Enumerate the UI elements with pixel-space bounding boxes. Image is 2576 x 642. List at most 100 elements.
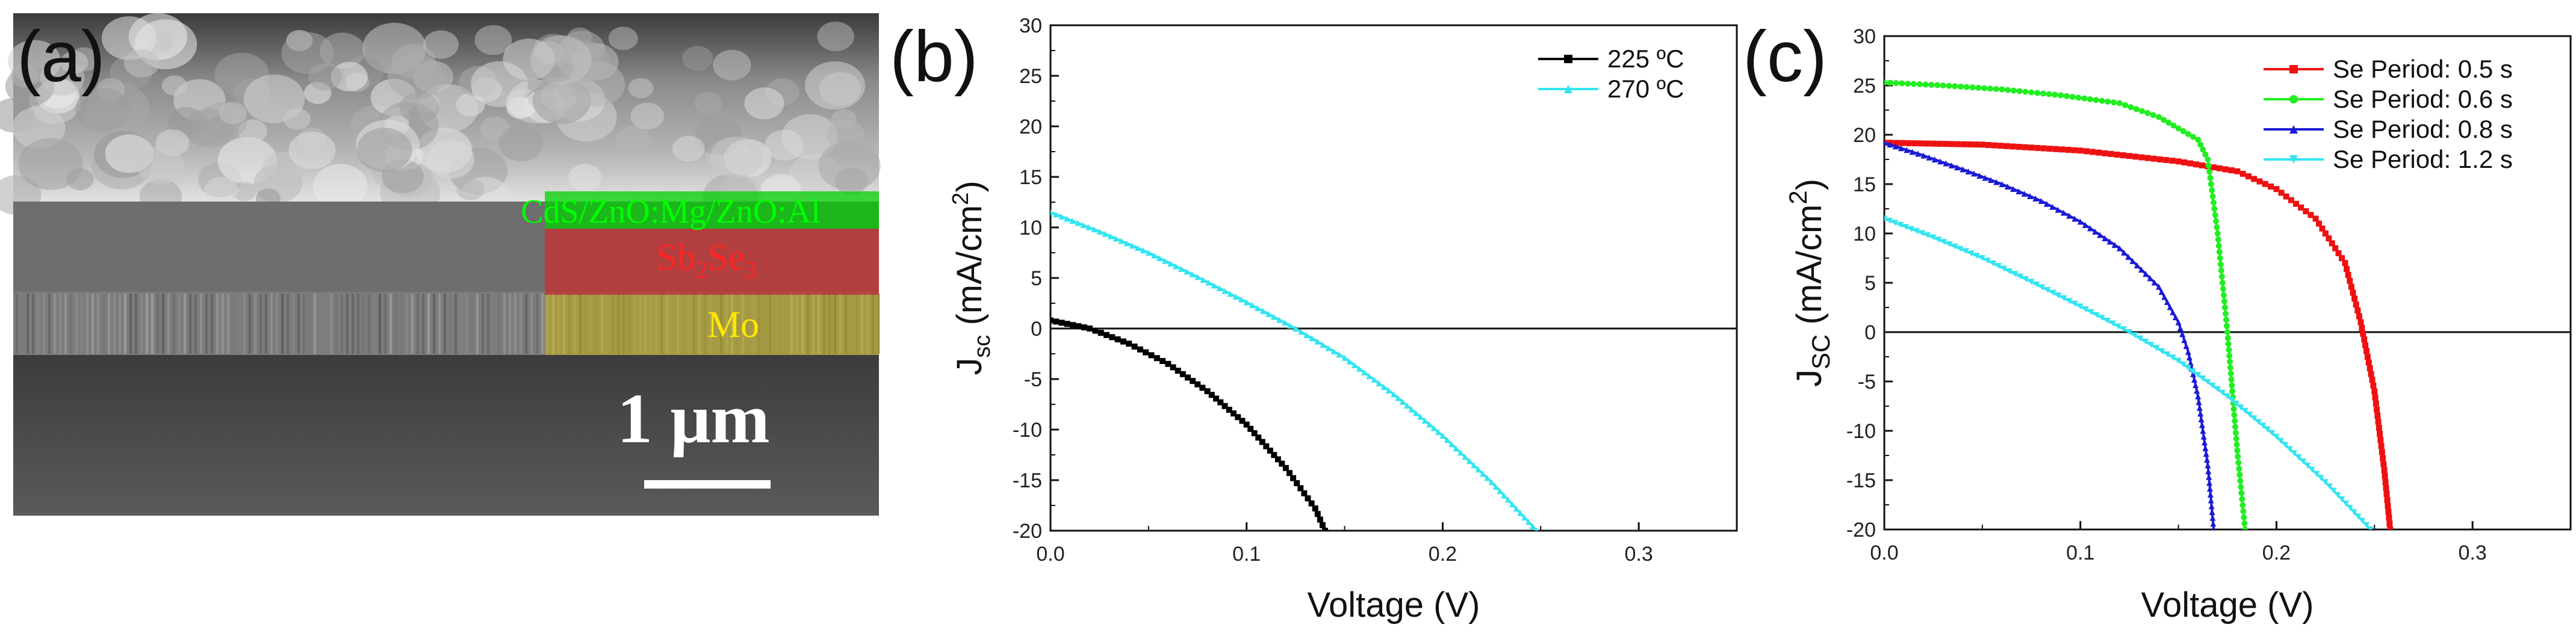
data-point: [2110, 320, 2116, 327]
mo-column: [270, 294, 273, 354]
data-point: [2289, 155, 2298, 164]
data-point: [1243, 421, 1250, 428]
data-point: [2308, 212, 2314, 218]
data-point: [2023, 276, 2029, 282]
data-point: [2181, 159, 2188, 165]
y-tick-label: 15: [1019, 166, 1042, 189]
data-point: [2148, 342, 2155, 348]
data-point: [1184, 268, 1190, 275]
data-point: [2220, 286, 2226, 292]
data-point: [1968, 250, 1975, 257]
data-point: [2322, 479, 2329, 486]
data-point: [1064, 321, 1070, 327]
scale-bar-label: 1 μm: [617, 379, 770, 458]
mo-column: [769, 294, 771, 354]
data-point: [2362, 342, 2369, 348]
mo-column: [563, 294, 565, 354]
mo-column: [151, 294, 154, 354]
data-point: [2247, 412, 2253, 418]
data-point: [2339, 255, 2345, 261]
mo-column: [682, 294, 684, 354]
data-point: [2347, 505, 2353, 511]
data-point: [1976, 172, 1983, 179]
data-point: [2175, 319, 2182, 326]
data-point: [2232, 424, 2239, 430]
data-point: [2150, 155, 2157, 162]
sem-mo-texture: [16, 294, 880, 354]
data-point: [2082, 306, 2089, 313]
data-point: [1137, 346, 1143, 353]
data-point: [1993, 179, 2000, 185]
data-point: [1439, 433, 1446, 439]
series-3: [1884, 140, 2217, 529]
mo-column: [736, 294, 739, 354]
series-line: [1051, 211, 1538, 531]
data-point: [2209, 187, 2215, 194]
mo-column: [417, 294, 419, 354]
mo-column: [671, 294, 674, 354]
data-point: [1948, 141, 1955, 147]
data-point: [2251, 176, 2258, 182]
data-point: [1109, 334, 1116, 341]
data-point: [1267, 447, 1273, 454]
data-point: [2215, 242, 2222, 249]
data-point: [2087, 96, 2093, 102]
data-point: [2361, 336, 2368, 343]
data-point: [1376, 380, 1382, 387]
data-point: [2238, 404, 2244, 410]
sem-grain: [356, 128, 412, 172]
data-point: [2233, 441, 2240, 448]
data-point: [2200, 428, 2206, 434]
data-point: [1942, 141, 1949, 147]
data-point: [1361, 369, 1368, 375]
mo-column: [785, 294, 787, 354]
mo-column: [606, 294, 609, 354]
data-point: [2034, 144, 2041, 151]
data-point: [1194, 381, 1201, 387]
data-point: [1208, 392, 1215, 398]
data-point: [1314, 511, 1321, 517]
data-point: [2314, 471, 2320, 477]
data-point: [1904, 147, 1910, 153]
data-point: [2081, 95, 2088, 102]
mo-column: [232, 294, 235, 354]
data-point: [2242, 408, 2249, 415]
series-line: [1884, 141, 2215, 529]
data-point: [2161, 294, 2168, 300]
data-point: [2139, 108, 2146, 114]
data-point: [2195, 137, 2202, 143]
sem-grain: [480, 116, 510, 140]
y-tick-label: 20: [1853, 124, 1876, 147]
data-point: [2222, 310, 2229, 317]
data-point: [1435, 428, 1442, 435]
data-point: [1140, 247, 1146, 254]
data-point: [1928, 82, 1935, 88]
legend-label: 225 ºC: [1607, 45, 1684, 73]
data-point: [2239, 496, 2245, 502]
data-point: [2106, 238, 2113, 245]
series-4: [1884, 215, 2374, 529]
data-point: [2125, 253, 2132, 260]
data-point: [2209, 193, 2216, 200]
mo-column: [568, 294, 571, 354]
data-point: [2175, 158, 2182, 165]
data-point: [2212, 212, 2218, 218]
layer-mo-overlay: [545, 295, 879, 355]
data-point: [2022, 88, 2029, 95]
data-point: [1430, 425, 1437, 431]
data-point: [2385, 508, 2392, 515]
data-point: [2211, 206, 2218, 212]
data-point: [1216, 285, 1223, 291]
data-point: [2215, 236, 2221, 243]
mo-column: [259, 294, 262, 354]
series-1: [1884, 140, 2394, 529]
data-point: [2167, 304, 2173, 310]
data-point: [2359, 517, 2366, 524]
data-point: [1170, 364, 1176, 371]
data-point: [1114, 336, 1121, 342]
mo-column: [108, 294, 110, 354]
x-tick-label: 0.0: [1036, 543, 1064, 566]
data-point: [2099, 97, 2105, 104]
mo-column: [59, 294, 61, 354]
data-point: [1282, 319, 1288, 326]
